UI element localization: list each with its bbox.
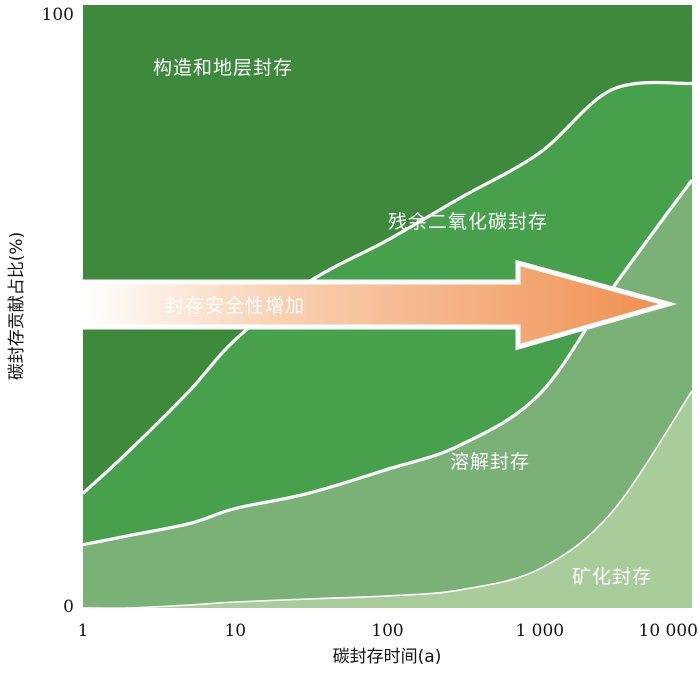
- series-label-structural: 构造和地层封存: [153, 57, 293, 79]
- region-labels: 矿化封存 溶解封存 残余二氧化碳封存 构造和地层封存: [153, 57, 652, 588]
- y-axis-title: 碳封存贡献占比(%): [7, 232, 27, 380]
- safety-increase-arrow-shape: [80, 259, 678, 351]
- series-label-mineral: 矿化封存: [572, 566, 652, 588]
- x-tick-label-10000: 10 000: [639, 621, 698, 641]
- x-tick-label-1: 1: [78, 621, 89, 641]
- boundary-line-mineral: [82, 390, 693, 610]
- area-dissolution: [83, 179, 692, 608]
- area-mineral: [83, 390, 692, 609]
- y-axis-ticks: 0 100: [42, 5, 74, 617]
- y-tick-label-100: 100: [42, 5, 74, 25]
- series-label-residual: 残余二氧化碳封存: [388, 211, 548, 233]
- x-tick-label-10: 10: [224, 621, 246, 641]
- x-tick-label-100: 100: [371, 621, 403, 641]
- safety-increase-label: 封存安全性增加: [165, 295, 305, 317]
- x-tick-label-1000: 1 000: [515, 621, 564, 641]
- x-axis-title: 碳封存时间(a): [333, 647, 442, 667]
- boundary-line-residual: [81, 80, 693, 495]
- safety-increase-arrow: 封存安全性增加: [80, 259, 678, 351]
- series-label-dissolution: 溶解封存: [450, 451, 530, 473]
- x-axis-ticks: 1 10 100 1 000 10 000: [78, 621, 698, 641]
- y-tick-label-0: 0: [63, 597, 74, 617]
